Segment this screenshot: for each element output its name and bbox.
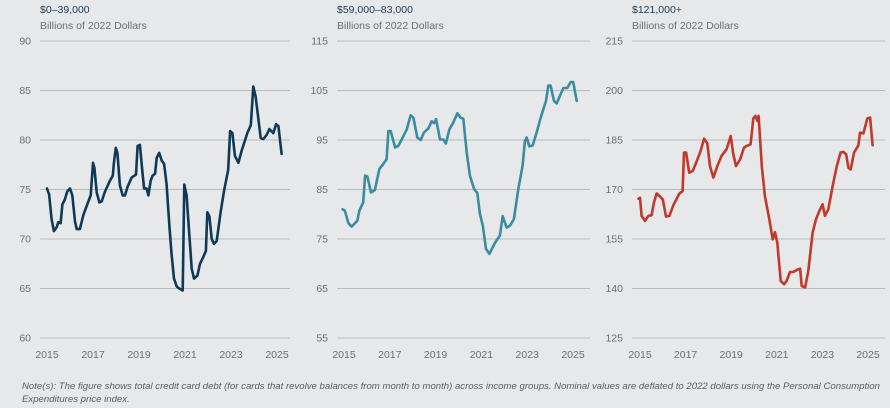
x-tick-label: 2015 <box>332 349 356 361</box>
series-line <box>637 114 874 289</box>
y-tick-label: 75 <box>19 184 31 196</box>
y-axis-label: Billions of 2022 Dollars <box>337 20 444 32</box>
chart-panel-2: $59,000–83,000 Billions of 2022 Dollars 55… <box>310 4 590 361</box>
y-tick-label: 65 <box>316 283 328 295</box>
x-tick-label: 2021 <box>470 349 494 361</box>
x-tick-label: 2019 <box>720 349 744 361</box>
y-axis-label: Billions of 2022 Dollars <box>40 20 147 32</box>
chart-title: $59,000–83,000 <box>337 4 413 16</box>
y-tick-label: 140 <box>605 283 623 295</box>
y-tick-label: 95 <box>316 135 328 147</box>
y-tick-label: 90 <box>19 36 31 48</box>
y-tick-label: 60 <box>19 333 31 345</box>
x-tick-label: 2025 <box>561 349 585 361</box>
y-tick-label: 55 <box>316 333 328 345</box>
series-line <box>45 85 283 292</box>
y-tick-label: 155 <box>605 234 623 246</box>
chart-panel-1: $0–39,000 Billions of 2022 Dollars 60 65 70 7… <box>19 4 290 361</box>
y-tick-label: 200 <box>605 85 623 97</box>
y-tick-label: 70 <box>19 234 31 246</box>
y-tick-label: 80 <box>19 135 31 147</box>
x-tick-label: 2023 <box>516 349 540 361</box>
y-tick-label: 170 <box>605 184 623 196</box>
y-tick-label: 215 <box>605 36 623 48</box>
series-line <box>341 80 578 256</box>
x-tick-label: 2023 <box>811 349 835 361</box>
chart-title: $121,000+ <box>632 4 682 16</box>
x-tick-label: 2017 <box>81 349 105 361</box>
y-tick-label: 85 <box>19 85 31 97</box>
y-axis-label: Billions of 2022 Dollars <box>632 20 739 32</box>
chart-title: $0–39,000 <box>40 4 90 16</box>
x-tick-label: 2025 <box>856 349 880 361</box>
x-tick-label: 2017 <box>378 349 402 361</box>
y-tick-label: 125 <box>605 333 623 345</box>
y-tick-label: 115 <box>311 36 328 48</box>
x-tick-label: 2021 <box>173 349 197 361</box>
y-tick-label: 105 <box>310 85 328 97</box>
x-tick-label: 2019 <box>127 349 151 361</box>
x-tick-label: 2023 <box>219 349 243 361</box>
x-tick-label: 2021 <box>765 349 789 361</box>
y-tick-label: 85 <box>316 184 328 196</box>
x-tick-label: 2015 <box>35 349 59 361</box>
y-tick-label: 185 <box>605 135 623 147</box>
x-tick-label: 2019 <box>424 349 448 361</box>
y-tick-label: 65 <box>19 283 31 295</box>
x-tick-label: 2017 <box>674 349 698 361</box>
x-tick-label: 2025 <box>265 349 289 361</box>
chart-panel-3: $121,000+ Billions of 2022 Dollars 125 140 1… <box>605 4 885 361</box>
x-tick-label: 2015 <box>628 349 652 361</box>
chart-note: Note(s): The figure shows total credit c… <box>22 381 881 405</box>
y-tick-label: 75 <box>316 234 328 246</box>
